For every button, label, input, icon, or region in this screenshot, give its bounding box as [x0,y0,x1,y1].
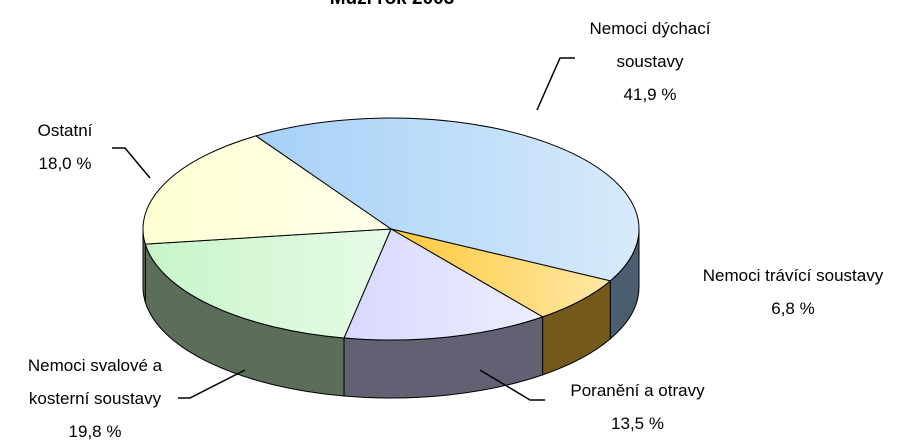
slice-value: 41,9 % [623,85,677,104]
slice-name: Nemoci trávící soustavy [702,266,884,285]
slice-value: 19,8 % [68,422,122,441]
pie-slice [343,228,544,341]
pie-slice [142,135,393,245]
data-label: Ostatní 18,0 % [10,114,120,180]
leader-line [178,369,246,399]
slice-value: 13,5 % [611,414,664,433]
leader-line [112,147,151,179]
slice-value: 18,0 % [38,154,92,173]
data-label: Nemoci dýchací soustavy 41,9 % [560,12,740,111]
slice-name: Nemoci svalové a kosterní soustavy [27,356,163,408]
slice-name: Nemoci dýchací soustavy [589,19,711,71]
leader-line [479,369,545,401]
pie-slice [390,228,612,318]
pie-slice [144,228,392,339]
slice-name: Ostatní [37,121,93,140]
data-label: Nemoci trávící soustavy 6,8 % [660,259,912,325]
data-label: Nemoci svalové a kosterní soustavy 19,8 % [0,349,190,448]
pie-slice [254,117,640,282]
data-label: Poranění a otravy 13,5 % [540,374,735,440]
leader-line [536,57,575,111]
slice-value: 6,8 % [771,299,815,318]
chart-title: Muži rok 2003 [292,0,492,10]
slice-name: Poranění a otravy [570,381,705,400]
